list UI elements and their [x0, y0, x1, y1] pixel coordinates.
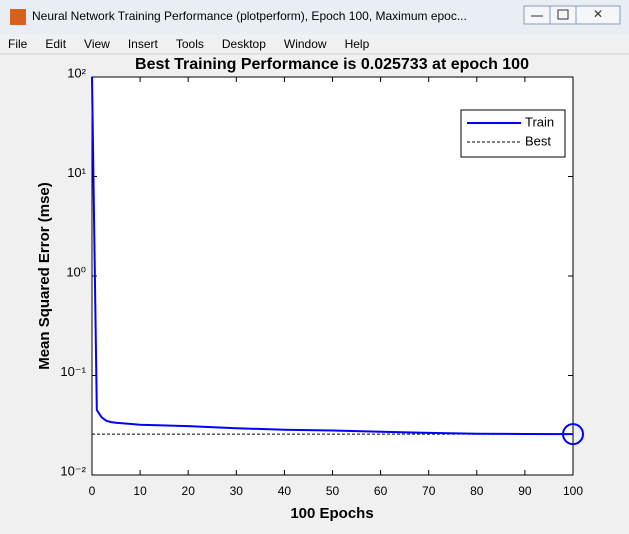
x-tick-label: 50 — [326, 484, 340, 498]
menu-item[interactable]: File — [8, 37, 28, 51]
x-tick-label: 60 — [374, 484, 388, 498]
plot: 0 10 20 30 40 50 60 70 80 90 100 10⁻² 10⁻¹ 10⁰ 10¹ 10² T… — [60, 65, 584, 498]
menu-item[interactable]: Window — [284, 37, 327, 51]
y-tick-label: 10² — [67, 65, 86, 80]
menu-item[interactable]: Desktop — [222, 37, 266, 51]
y-tick-label: 10⁻¹ — [60, 364, 86, 379]
legend-label: Best — [525, 133, 551, 148]
menu-item[interactable]: Tools — [176, 37, 204, 51]
legend-box — [460, 109, 566, 158]
x-tick-label: 80 — [470, 484, 484, 498]
close-glyph: ✕ — [593, 7, 603, 21]
x-tick-label: 20 — [182, 484, 196, 498]
x-tick-label: 90 — [518, 484, 532, 498]
maximize-button[interactable] — [549, 5, 577, 25]
best-marker — [562, 423, 584, 446]
y-tick-label: 10¹ — [67, 165, 86, 180]
menu-item[interactable]: Edit — [45, 37, 66, 51]
x-tick-label: 10 — [133, 484, 147, 498]
y-axis-label: Mean Squared Error (mse) — [36, 182, 53, 370]
menu-item[interactable]: Help — [345, 37, 370, 51]
x-axis-label: 100 Epochs — [290, 505, 373, 522]
window-title: Neural Network Training Performance (plo… — [32, 9, 467, 23]
x-tick-label: 100 — [563, 484, 583, 498]
maximize-glyph — [557, 9, 569, 20]
close-button[interactable] — [575, 5, 621, 25]
x-tick-label: 40 — [278, 484, 292, 498]
x-tick-label: 30 — [230, 484, 244, 498]
y-tick-label: 10⁰ — [66, 264, 86, 279]
legend-label: Train — [525, 114, 554, 129]
menu-bar — [0, 34, 629, 54]
menu: File Edit View Insert Tools Desktop Window Help — [8, 37, 370, 51]
app-icon — [10, 9, 26, 25]
y-tick-label: 10⁻² — [60, 463, 86, 478]
x-tick-label: 0 — [89, 484, 96, 498]
menu-item[interactable]: Insert — [128, 37, 159, 51]
chart-title: Best Training Performance is 0.025733 at… — [135, 56, 529, 73]
x-tick-label: 70 — [422, 484, 436, 498]
menu-item[interactable]: View — [84, 37, 110, 51]
train-line — [91, 76, 574, 436]
minimize-button[interactable] — [523, 5, 551, 25]
